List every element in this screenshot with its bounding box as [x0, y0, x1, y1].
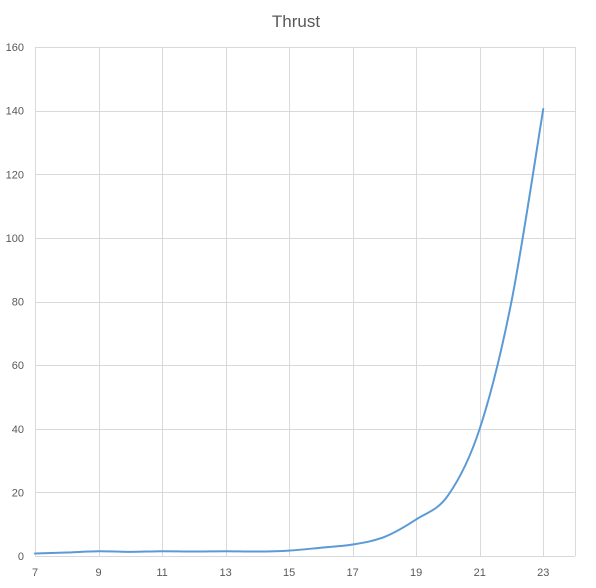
x-tick-label: 17 [347, 567, 359, 579]
x-tick-label: 19 [410, 567, 422, 579]
x-tick-label: 11 [156, 567, 167, 579]
y-tick-label: 60 [12, 360, 24, 372]
series-layer [34, 108, 545, 555]
chart-title: Thrust [272, 12, 320, 31]
grid-layer [35, 47, 576, 556]
x-tick-label: 7 [32, 567, 38, 579]
x-tick-label: 9 [95, 567, 101, 579]
x-tick-label: 23 [537, 567, 549, 579]
series-line [34, 108, 545, 555]
y-tick-label: 40 [12, 424, 24, 436]
x-tick-label: 21 [474, 567, 486, 579]
y-tick-label: 120 [6, 169, 24, 181]
y-tick-label: 80 [12, 297, 24, 309]
y-tick-label: 20 [12, 487, 24, 499]
y-tick-label: 100 [6, 233, 24, 245]
tick-labels: 0 20 40 60 80 100 120 140 160 7 9 11 13 15 17 19 21 23 [6, 42, 550, 579]
y-tick-label: 0 [18, 551, 24, 563]
x-tick-label: 15 [283, 567, 295, 579]
y-tick-label: 160 [6, 42, 24, 54]
y-tick-label: 140 [6, 106, 24, 118]
x-tick-label: 13 [219, 567, 231, 579]
